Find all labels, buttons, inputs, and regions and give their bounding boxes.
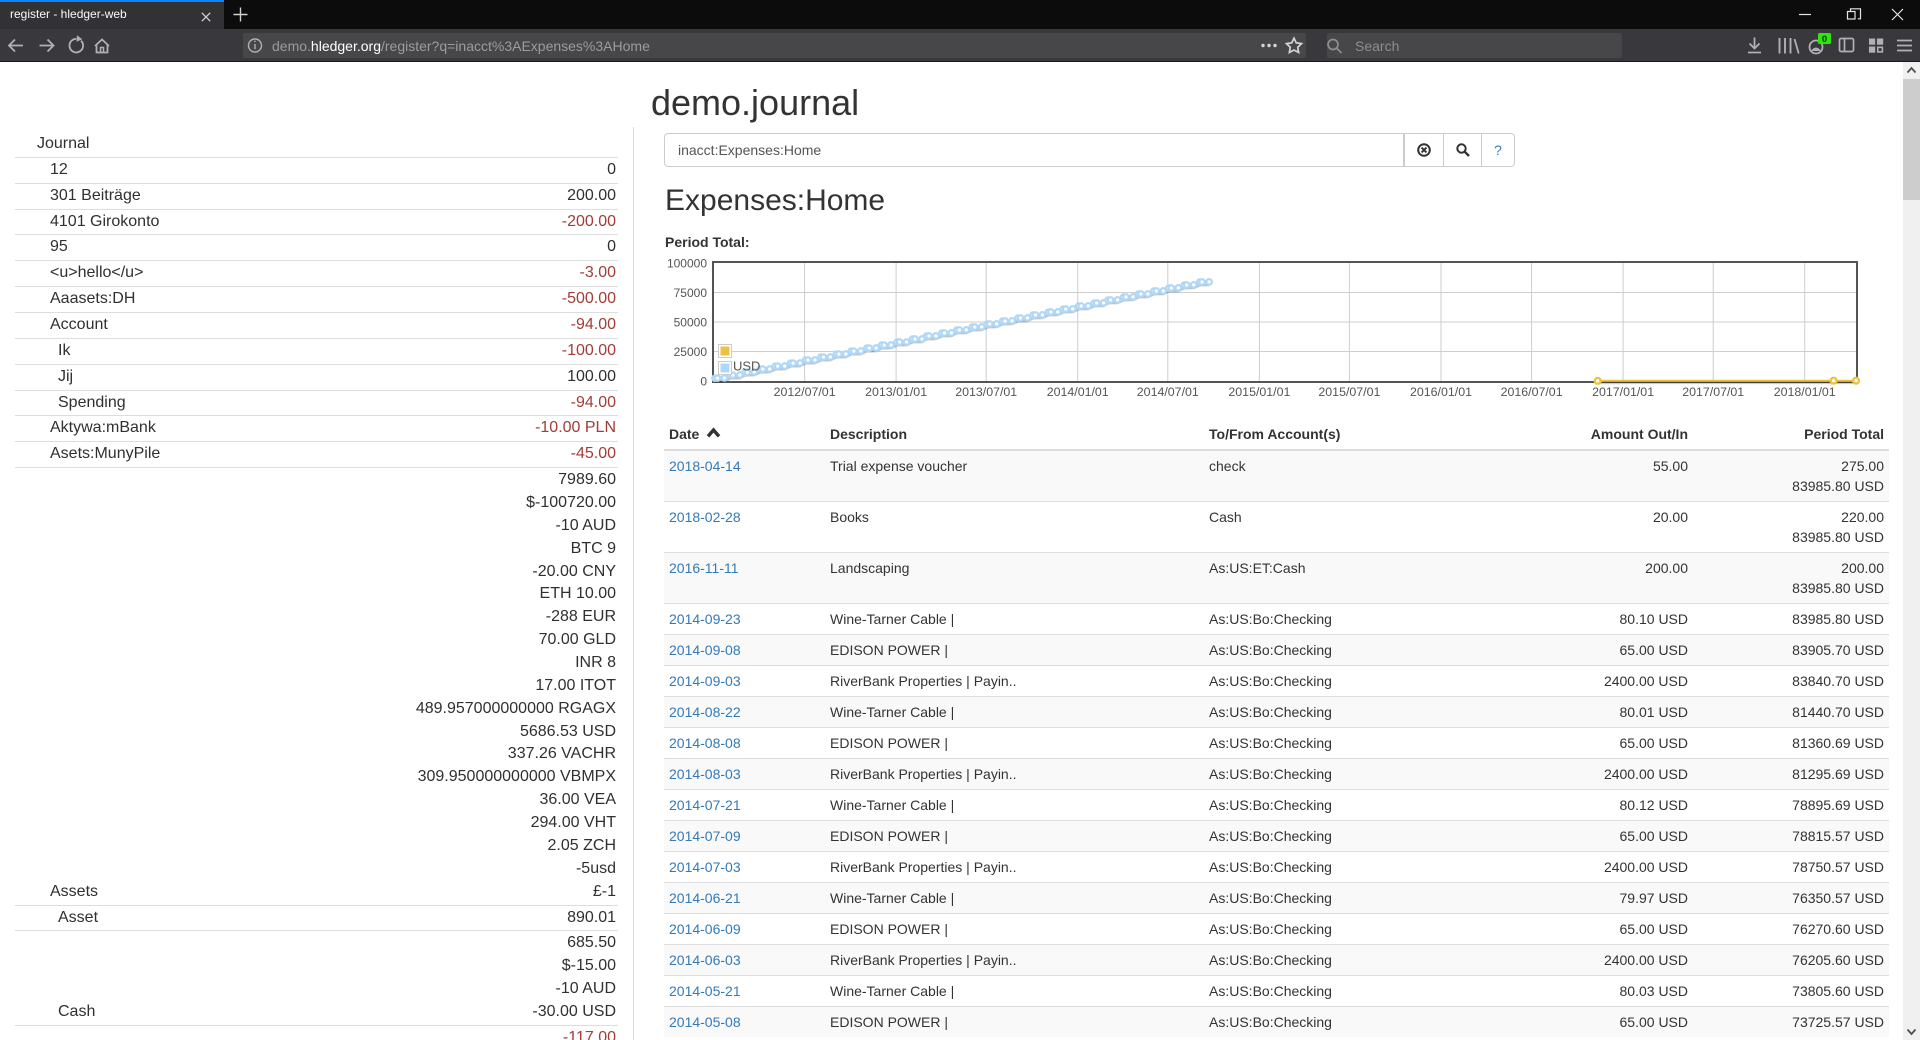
svg-text:2017/01/01: 2017/01/01 <box>1592 385 1654 399</box>
svg-text:2017/07/01: 2017/07/01 <box>1682 385 1744 399</box>
svg-text:100000: 100000 <box>667 257 707 271</box>
svg-text:2012/07/01: 2012/07/01 <box>774 385 836 399</box>
svg-text:25000: 25000 <box>674 345 708 359</box>
svg-text:50000: 50000 <box>674 316 708 330</box>
svg-text:2015/07/01: 2015/07/01 <box>1318 385 1380 399</box>
svg-text:2016/07/01: 2016/07/01 <box>1501 385 1563 399</box>
svg-text:2014/07/01: 2014/07/01 <box>1137 385 1199 399</box>
svg-text:2015/01/01: 2015/01/01 <box>1228 385 1290 399</box>
svg-text:2018/01/01: 2018/01/01 <box>1774 385 1836 399</box>
svg-text:2014/01/01: 2014/01/01 <box>1047 385 1109 399</box>
svg-text:2016/01/01: 2016/01/01 <box>1410 385 1472 399</box>
svg-text:2013/07/01: 2013/07/01 <box>955 385 1017 399</box>
svg-text:2013/01/01: 2013/01/01 <box>865 385 927 399</box>
svg-text:0: 0 <box>1822 34 1827 45</box>
svg-text:0: 0 <box>700 375 707 389</box>
svg-text:USD: USD <box>733 359 760 374</box>
svg-text:75000: 75000 <box>674 286 708 300</box>
